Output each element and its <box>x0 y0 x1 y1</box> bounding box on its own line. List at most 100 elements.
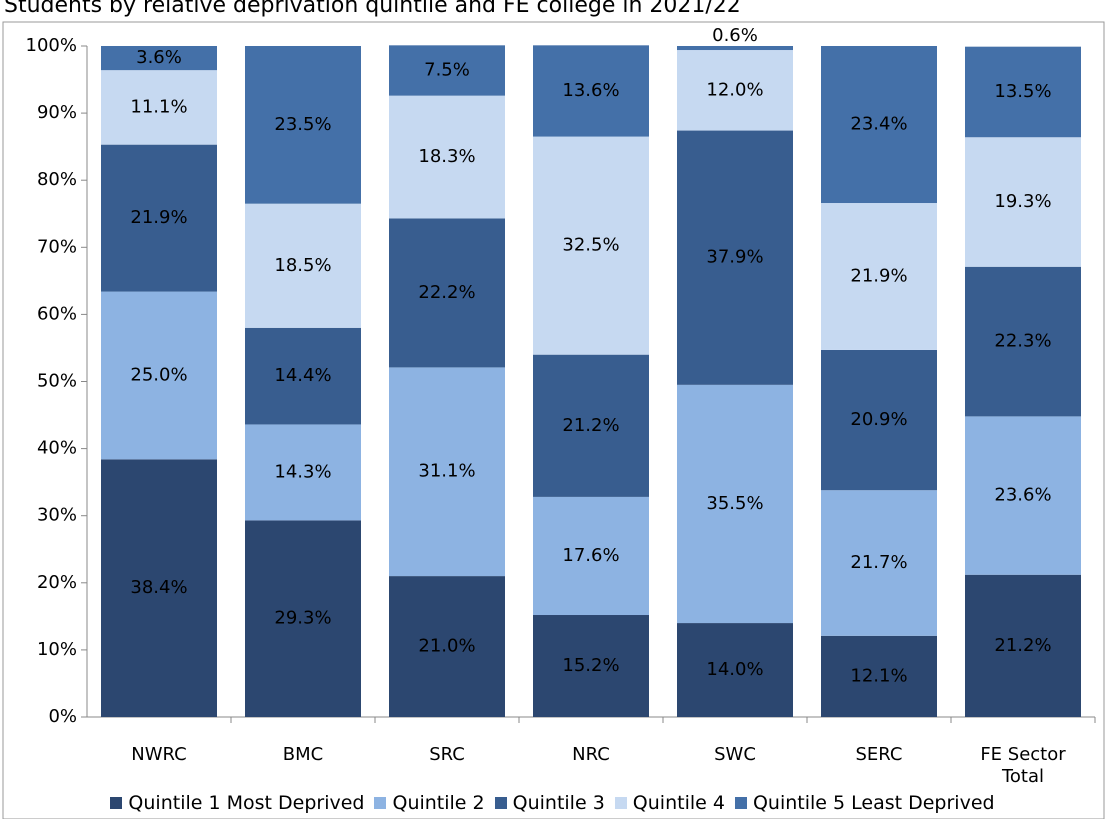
bar-segment <box>821 203 937 350</box>
bar-segment <box>821 349 937 491</box>
bar-segment <box>677 50 793 131</box>
y-tick-label: 80% <box>37 169 77 190</box>
y-tick-label: 0% <box>48 706 77 727</box>
data-label: 20.9% <box>850 409 907 430</box>
legend-item: Quintile 1 Most Deprived <box>110 792 364 814</box>
legend-swatch <box>374 797 387 809</box>
bar-segment <box>533 136 649 355</box>
bar-segment <box>101 70 217 145</box>
data-label: 21.9% <box>130 207 187 228</box>
data-label: 3.6% <box>136 47 182 68</box>
data-label: 37.9% <box>706 247 763 268</box>
data-label: 23.5% <box>274 114 331 135</box>
data-label: 13.6% <box>562 80 619 101</box>
bar-segment <box>965 46 1081 138</box>
y-tick-label: 20% <box>37 572 77 593</box>
x-tick-label: BMC <box>282 744 324 765</box>
data-label: 35.5% <box>706 493 763 514</box>
bar-segment <box>101 46 217 71</box>
data-label: 29.3% <box>274 608 331 629</box>
bar-segment <box>965 416 1081 575</box>
data-label: 0.6% <box>712 25 758 46</box>
legend-label: Quintile 5 Least Deprived <box>752 792 995 814</box>
legend-label: Quintile 2 <box>392 792 485 814</box>
bar-segment <box>965 574 1081 717</box>
x-tick-label: FE Sector Total <box>980 744 1066 787</box>
data-label: 22.2% <box>418 282 475 303</box>
x-tick-label: NRC <box>572 744 610 765</box>
bar-segment <box>245 327 361 425</box>
bar-segment <box>677 384 793 624</box>
bar-segment <box>821 46 937 204</box>
x-tick-label: SWC <box>714 744 756 765</box>
bar-segment <box>677 623 793 717</box>
bar-segment <box>389 45 505 96</box>
legend-swatch <box>110 797 123 809</box>
legend-item: Quintile 4 <box>614 792 725 814</box>
bar-segment <box>821 635 937 717</box>
bar-segment <box>821 490 937 636</box>
data-label: 21.7% <box>850 552 907 573</box>
x-tick-label: SERC <box>855 744 903 765</box>
legend-swatch <box>614 797 627 809</box>
chart-frame <box>2 21 1105 819</box>
data-label: 21.2% <box>994 635 1051 656</box>
bar-segment <box>533 496 649 616</box>
bar-segment <box>533 354 649 497</box>
data-label: 21.2% <box>562 415 619 436</box>
bar-segment <box>245 46 361 204</box>
bar-segment <box>389 95 505 219</box>
data-label: 12.1% <box>850 665 907 686</box>
data-label: 38.4% <box>130 577 187 598</box>
data-label: 12.0% <box>706 79 763 100</box>
legend-label: Quintile 1 Most Deprived <box>128 792 365 814</box>
legend: Quintile 1 Most Deprived Quintile 2 Quinti… <box>0 792 1105 814</box>
data-label: 14.3% <box>274 461 331 482</box>
bar-segment <box>677 46 793 51</box>
bar-segment <box>533 45 649 137</box>
data-label: 13.5% <box>994 81 1051 102</box>
legend-item: Quintile 2 <box>374 792 485 814</box>
data-label: 32.5% <box>562 235 619 256</box>
bar-segment <box>101 144 217 292</box>
data-label: 23.6% <box>994 485 1051 506</box>
data-label: 22.3% <box>994 331 1051 352</box>
bar-segment <box>533 615 649 717</box>
y-tick-label: 60% <box>37 303 77 324</box>
data-label: 21.0% <box>418 636 475 657</box>
legend-label: Quintile 4 <box>632 792 725 814</box>
bar-segment <box>677 130 793 385</box>
bar-segment <box>245 520 361 717</box>
x-tick-label: NWRC <box>131 744 187 765</box>
chart-title: Students by relative deprivation quintil… <box>4 0 741 18</box>
legend-item: Quintile 3 <box>494 792 605 814</box>
bar-segment <box>245 424 361 521</box>
legend-item: Quintile 5 Least Deprived <box>734 792 995 814</box>
bar-segment <box>245 203 361 328</box>
data-label: 18.3% <box>418 146 475 167</box>
legend-swatch <box>494 797 507 809</box>
bar-segment <box>389 367 505 577</box>
data-label: 14.4% <box>274 365 331 386</box>
bar-segment <box>101 291 217 460</box>
bar-segment <box>389 576 505 717</box>
y-tick-label: 10% <box>37 639 77 660</box>
y-tick-label: 50% <box>37 371 77 392</box>
bar-segment <box>101 459 217 717</box>
y-tick-label: 90% <box>37 102 77 123</box>
data-label: 23.4% <box>850 114 907 135</box>
x-tick-label: SRC <box>429 744 465 765</box>
data-label: 14.0% <box>706 659 763 680</box>
data-label: 19.3% <box>994 191 1051 212</box>
data-label: 11.1% <box>130 96 187 117</box>
y-tick-label: 40% <box>37 438 77 459</box>
legend-swatch <box>734 797 747 809</box>
legend-label: Quintile 3 <box>512 792 605 814</box>
data-label: 15.2% <box>562 655 619 676</box>
data-label: 7.5% <box>424 59 470 80</box>
y-tick-label: 30% <box>37 505 77 526</box>
data-label: 17.6% <box>562 545 619 566</box>
bar-segment <box>965 266 1081 417</box>
